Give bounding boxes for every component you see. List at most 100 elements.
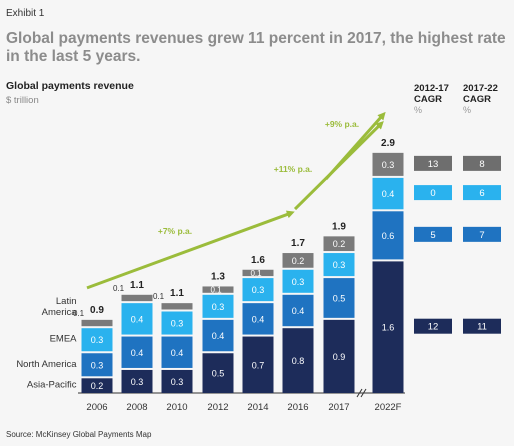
source-note: Source: McKinsey Global Payments Map [6,430,152,439]
bar-emea-2012 [202,294,234,318]
x-tick-label-2022f: 2022F [375,402,402,413]
cagr-value-latin-america: 8 [479,159,484,170]
bar-asia-pacific-2017 [323,319,355,393]
bar-asia-pacific-2016 [282,328,314,393]
bar-north-america-2010 [161,336,193,368]
series-label-latin-america: America [42,307,78,318]
segment-label-latin-america-2017: 0.2 [333,239,346,249]
segment-label-emea-2016: 0.3 [292,277,305,287]
x-tick-label-2010: 2010 [166,402,187,413]
growth-arrow-segment [86,210,295,290]
bar-north-america-2016 [282,294,314,327]
segment-label-latin-america-2012: 0.1 [210,286,222,295]
segment-label-latin-america-2010: 0.1 [153,292,165,301]
segment-label-asia-pacific-2012: 0.5 [212,369,225,379]
total-label-2010: 1.1 [170,288,184,299]
series-label-emea: EMEA [50,334,78,345]
bar-emea-2010 [161,311,193,335]
bar-asia-pacific-2010 [161,369,193,393]
segment-label-north-america-2010: 0.4 [171,348,184,358]
cagr-box-emea [414,185,452,201]
total-label-2012: 1.3 [211,271,225,282]
segment-label-north-america-2006: 0.3 [91,360,104,370]
cagr-value-asia-pacific: 11 [477,322,487,333]
segment-label-latin-america-2006: 0.1 [73,309,85,318]
bar-emea-2006 [81,328,113,352]
page-title: Global payments revenues grew 11 percent… [6,30,506,65]
bar-north-america-2017 [323,278,355,318]
bar-north-america-2008 [121,336,153,368]
bar-north-america-2022f [372,211,404,260]
x-tick-label-2008: 2008 [126,402,147,413]
cagr-unit: % [414,105,422,115]
growth-arrow-segment [324,111,386,181]
cagr-box-latin-america [463,155,501,171]
series-label-asia-pacific: Asia-Pacific [27,380,77,391]
bar-latin-america-2006 [81,319,113,327]
segment-label-north-america-2022f: 0.6 [382,231,395,241]
chart-unit: $ trillion [6,95,39,106]
total-label-2017: 1.9 [332,221,346,232]
cagr-value-north-america: 5 [430,230,435,241]
bar-north-america-2012 [202,319,234,352]
segment-label-north-america-2012: 0.4 [212,331,225,341]
bar-emea-2022f [372,177,404,210]
cagr-box-north-america [463,226,501,242]
bar-emea-2016 [282,269,314,293]
total-label-2016: 1.7 [291,238,305,249]
cagr-value-emea: 0 [430,188,435,199]
bar-latin-america-2016 [282,253,314,268]
cagr-box-latin-america [414,155,452,171]
bar-emea-2017 [323,253,355,277]
segment-label-asia-pacific-2017: 0.9 [333,352,346,362]
cagr-box-asia-pacific [463,318,501,334]
segment-label-asia-pacific-2006: 0.2 [91,381,104,391]
bar-latin-america-2022f [372,152,404,176]
segment-label-emea-2006: 0.3 [91,335,104,345]
bar-latin-america-2017 [323,236,355,252]
total-label-2022f: 2.9 [381,138,395,149]
segment-label-emea-2012: 0.3 [212,302,225,312]
segment-label-north-america-2014: 0.4 [252,314,265,324]
axis-break-mark [356,388,363,398]
cagr-box-emea [463,185,501,201]
growth-annotation: +9% p.a. [325,119,359,129]
cagr-header: CAGR [463,94,491,105]
bar-north-america-2006 [81,353,113,377]
cagr-header: 2017-22 [463,83,498,94]
cagr-header: CAGR [414,94,442,105]
bar-asia-pacific-2014 [242,336,274,393]
total-label-2006: 0.9 [90,305,104,316]
bar-asia-pacific-2012 [202,353,234,393]
bar-emea-2014 [242,278,274,302]
segment-label-asia-pacific-2014: 0.7 [252,360,265,370]
segment-label-asia-pacific-2022f: 1.6 [382,323,395,333]
cagr-box-asia-pacific [414,318,452,334]
segment-label-asia-pacific-2010: 0.3 [171,377,184,387]
chart-title: Global payments revenue [6,80,134,92]
segment-label-emea-2022f: 0.4 [382,189,395,199]
cagr-header: 2012-17 [414,83,449,94]
segment-label-latin-america-2014: 0.1 [250,269,262,278]
bar-north-america-2014 [242,303,274,335]
series-label-latin-america: Latin [56,296,77,307]
x-tick-label-2016: 2016 [287,402,308,413]
x-tick-label-2014: 2014 [247,402,268,413]
x-tick-label-2017: 2017 [328,402,349,413]
bar-asia-pacific-2008 [121,369,153,393]
cagr-value-emea: 6 [479,188,484,199]
x-tick-label-2012: 2012 [207,402,228,413]
segment-label-latin-america-2016: 0.2 [292,256,305,266]
segment-label-latin-america-2008: 0.1 [113,284,125,293]
series-label-north-america: North America [16,359,77,370]
segment-label-asia-pacific-2016: 0.8 [292,356,305,366]
cagr-value-latin-america: 13 [428,159,439,170]
segment-label-north-america-2017: 0.5 [333,293,346,303]
bar-asia-pacific-2006 [81,378,113,393]
segment-label-north-america-2008: 0.4 [131,348,144,358]
segment-label-north-america-2016: 0.4 [292,306,305,316]
bar-emea-2008 [121,303,153,335]
segment-label-latin-america-2022f: 0.3 [382,160,395,170]
exhibit-label: Exhibit 1 [6,8,45,19]
growth-annotation: +11% p.a. [274,164,313,174]
